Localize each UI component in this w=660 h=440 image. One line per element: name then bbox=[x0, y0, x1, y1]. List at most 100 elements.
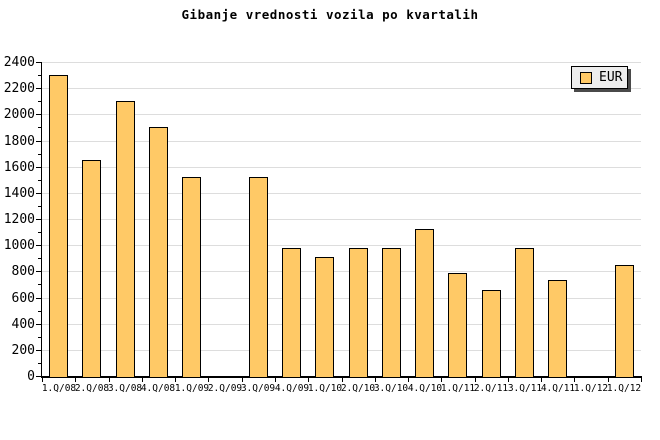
x-tick-label: 2.Q/08 bbox=[74, 383, 110, 394]
bar-3.Q/10 bbox=[382, 248, 401, 378]
gridline bbox=[42, 324, 641, 325]
legend-label: EUR bbox=[599, 70, 623, 85]
x-tick bbox=[75, 378, 76, 382]
gridline bbox=[42, 271, 641, 272]
x-tick bbox=[441, 378, 442, 382]
bar-1.Q/08 bbox=[49, 75, 68, 378]
gridline bbox=[42, 298, 641, 299]
y-minor-tick bbox=[38, 311, 42, 312]
y-major-tick bbox=[36, 88, 42, 89]
bar-4.Q/10 bbox=[415, 229, 434, 378]
x-tick-label: 3.Q/08 bbox=[107, 383, 143, 394]
y-minor-tick bbox=[38, 284, 42, 285]
x-tick bbox=[541, 378, 542, 382]
bar-4.Q/09 bbox=[282, 248, 301, 378]
x-tick bbox=[574, 378, 575, 382]
y-major-tick bbox=[36, 219, 42, 220]
x-tick bbox=[142, 378, 143, 382]
y-major-tick bbox=[36, 376, 42, 377]
bar-2.Q/08 bbox=[82, 160, 101, 378]
x-tick-label: 3.Q/10 bbox=[373, 383, 409, 394]
y-minor-tick bbox=[38, 337, 42, 338]
x-tick bbox=[475, 378, 476, 382]
x-tick-label: 1.Q/12 bbox=[573, 383, 609, 394]
gridline bbox=[42, 114, 641, 115]
y-major-tick bbox=[36, 193, 42, 194]
x-tick bbox=[242, 378, 243, 382]
x-tick bbox=[208, 378, 209, 382]
y-tick-label: 600 bbox=[11, 291, 35, 306]
y-tick-label: 1400 bbox=[3, 186, 35, 201]
y-major-tick bbox=[36, 167, 42, 168]
bar-3.Q/09 bbox=[249, 177, 268, 378]
x-tick-label: 1.Q/12 bbox=[606, 383, 642, 394]
x-tick-label: 3.Q/09 bbox=[240, 383, 276, 394]
y-minor-tick bbox=[38, 206, 42, 207]
chart-title: Gibanje vrednosti vozila po kvartalih bbox=[181, 7, 479, 22]
y-tick-label: 2400 bbox=[3, 55, 35, 70]
gridline bbox=[42, 245, 641, 246]
x-tick bbox=[308, 378, 309, 382]
bar-3.Q/11 bbox=[515, 248, 534, 378]
y-major-tick bbox=[36, 62, 42, 63]
gridline bbox=[42, 167, 641, 168]
bar-2.Q/11 bbox=[482, 290, 501, 378]
x-tick bbox=[608, 378, 609, 382]
x-tick-label: 3.Q/11 bbox=[507, 383, 543, 394]
y-major-tick bbox=[36, 298, 42, 299]
y-major-tick bbox=[36, 324, 42, 325]
gridline bbox=[42, 88, 641, 89]
x-tick-label: 1.Q/11 bbox=[440, 383, 476, 394]
x-tick bbox=[641, 378, 642, 382]
legend: EUR bbox=[571, 66, 628, 89]
x-tick bbox=[375, 378, 376, 382]
y-tick-label: 1800 bbox=[3, 134, 35, 149]
gridline bbox=[42, 141, 641, 142]
y-tick-label: 1000 bbox=[3, 238, 35, 253]
bar-4.Q/11 bbox=[548, 280, 567, 378]
x-tick bbox=[342, 378, 343, 382]
gridline bbox=[42, 62, 641, 63]
bar-3.Q/08 bbox=[116, 101, 135, 378]
y-minor-tick bbox=[38, 127, 42, 128]
y-major-tick bbox=[36, 245, 42, 246]
x-tick bbox=[175, 378, 176, 382]
y-major-tick bbox=[36, 114, 42, 115]
y-tick-label: 0 bbox=[27, 369, 35, 384]
y-minor-tick bbox=[38, 180, 42, 181]
x-tick-label: 1.Q/10 bbox=[307, 383, 343, 394]
x-tick-label: 4.Q/10 bbox=[407, 383, 443, 394]
x-tick-label: 4.Q/11 bbox=[540, 383, 576, 394]
bar-4.Q/08 bbox=[149, 127, 168, 378]
y-tick-label: 2000 bbox=[3, 107, 35, 122]
legend-swatch-icon bbox=[580, 71, 592, 84]
gridline bbox=[42, 193, 641, 194]
x-tick-label: 4.Q/09 bbox=[274, 383, 310, 394]
y-minor-tick bbox=[38, 363, 42, 364]
x-tick bbox=[109, 378, 110, 382]
x-tick bbox=[275, 378, 276, 382]
y-major-tick bbox=[36, 350, 42, 351]
x-tick bbox=[42, 378, 43, 382]
y-minor-tick bbox=[38, 101, 42, 102]
y-tick-label: 1600 bbox=[3, 160, 35, 175]
y-major-tick bbox=[36, 141, 42, 142]
y-tick-label: 2200 bbox=[3, 81, 35, 96]
y-tick-label: 1200 bbox=[3, 212, 35, 227]
bar-1.Q/12 bbox=[615, 265, 634, 378]
x-tick bbox=[508, 378, 509, 382]
bar-2.Q/10 bbox=[349, 248, 368, 378]
x-tick-label: 4.Q/08 bbox=[140, 383, 176, 394]
x-tick-label: 1.Q/08 bbox=[41, 383, 77, 394]
gridline bbox=[42, 219, 641, 220]
bar-1.Q/10 bbox=[315, 257, 334, 378]
x-tick-label: 2.Q/09 bbox=[207, 383, 243, 394]
y-tick-label: 400 bbox=[11, 317, 35, 332]
x-tick-label: 1.Q/09 bbox=[174, 383, 210, 394]
y-major-tick bbox=[36, 271, 42, 272]
x-tick-label: 2.Q/10 bbox=[340, 383, 376, 394]
y-tick-label: 200 bbox=[11, 343, 35, 358]
gridline bbox=[42, 350, 641, 351]
x-axis bbox=[41, 376, 642, 378]
